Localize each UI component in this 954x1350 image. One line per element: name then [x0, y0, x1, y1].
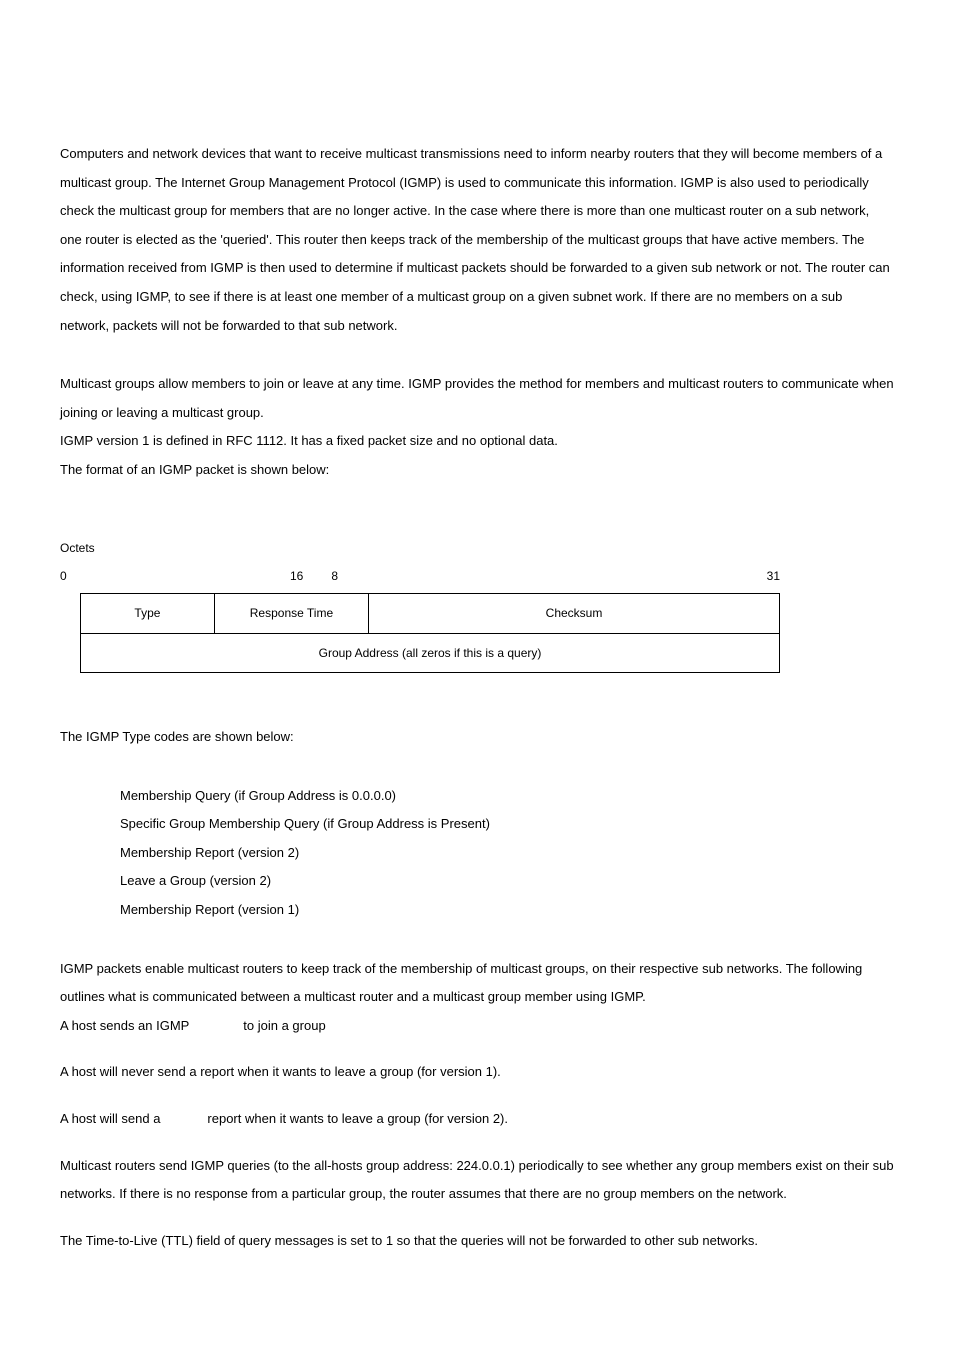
intro-paragraph-2b: IGMP version 1 is defined in RFC 1112. I… — [60, 427, 894, 456]
intro-paragraph-1: Computers and network devices that want … — [60, 140, 894, 340]
type-code-item: Membership Query (if Group Address is 0.… — [120, 782, 894, 811]
after-line-1: IGMP packets enable multicast routers to… — [60, 955, 894, 1012]
field-checksum: Checksum — [369, 594, 780, 633]
type-code-item: Membership Report (version 2) — [120, 839, 894, 868]
packet-row-1: Type Response Time Checksum — [81, 594, 780, 633]
packet-row-2: Group Address (all zeros if this is a qu… — [81, 633, 780, 672]
intro-paragraph-2a: Multicast groups allow members to join o… — [60, 370, 894, 427]
bit-31: 31 — [440, 563, 780, 591]
type-codes-intro: The IGMP Type codes are shown below: — [60, 723, 894, 752]
packet-table: Type Response Time Checksum Group Addres… — [80, 593, 780, 673]
field-group-address: Group Address (all zeros if this is a qu… — [81, 633, 780, 672]
after-line-5: Multicast routers send IGMP queries (to … — [60, 1152, 894, 1209]
after-line-4: A host will send a report when it wants … — [60, 1105, 894, 1134]
igmp-packet-diagram: 0 8 16 31 Type Response Time Checksum Gr… — [60, 563, 894, 673]
field-response-time: Response Time — [214, 594, 368, 633]
after-line-3: A host will never send a report when it … — [60, 1058, 894, 1087]
type-code-item: Leave a Group (version 2) — [120, 867, 894, 896]
after-line-2: A host sends an IGMP to join a group — [60, 1012, 894, 1041]
octets-label: Octets — [60, 535, 894, 561]
bit-16: 16 — [290, 563, 440, 591]
bit-ruler: 0 8 16 31 — [60, 563, 780, 591]
type-code-item: Specific Group Membership Query (if Grou… — [120, 810, 894, 839]
intro-paragraph-2c: The format of an IGMP packet is shown be… — [60, 456, 894, 485]
field-type: Type — [81, 594, 215, 633]
type-codes-list: Membership Query (if Group Address is 0.… — [60, 782, 894, 925]
bit-0: 0 — [60, 563, 80, 591]
after-line-6: The Time-to-Live (TTL) field of query me… — [60, 1227, 894, 1256]
type-code-item: Membership Report (version 1) — [120, 896, 894, 925]
